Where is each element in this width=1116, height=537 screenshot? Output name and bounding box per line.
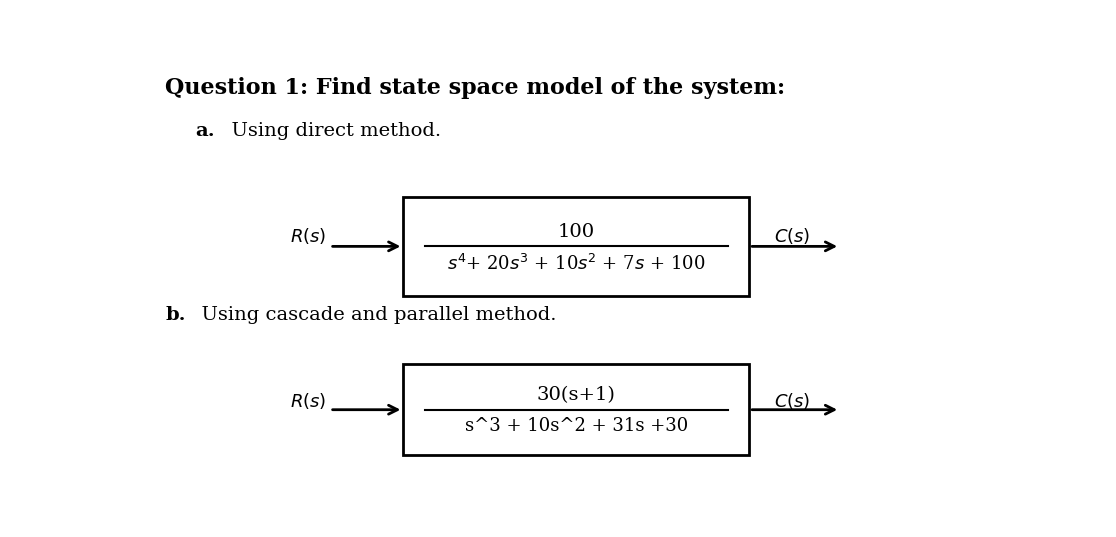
Text: b.: b. bbox=[165, 306, 186, 324]
Text: $R(s)$: $R(s)$ bbox=[290, 391, 326, 411]
Text: a.: a. bbox=[195, 122, 215, 140]
Text: $s^4$+ 20$s^3$ + 10$s^2$ + 7$s$ + 100: $s^4$+ 20$s^3$ + 10$s^2$ + 7$s$ + 100 bbox=[448, 254, 705, 274]
Text: $R(s)$: $R(s)$ bbox=[290, 226, 326, 246]
Text: s^3 + 10s^2 + 31s +30: s^3 + 10s^2 + 31s +30 bbox=[464, 417, 687, 435]
Bar bbox=[403, 364, 749, 455]
Bar bbox=[403, 197, 749, 296]
Text: Question 1: Find state space model of the system:: Question 1: Find state space model of th… bbox=[165, 77, 786, 99]
Text: Using direct method.: Using direct method. bbox=[219, 122, 441, 140]
Text: $C(s)$: $C(s)$ bbox=[775, 226, 810, 246]
Text: 100: 100 bbox=[558, 223, 595, 242]
Text: Using cascade and parallel method.: Using cascade and parallel method. bbox=[189, 306, 556, 324]
Text: $C(s)$: $C(s)$ bbox=[775, 391, 810, 411]
Text: 30(s+1): 30(s+1) bbox=[537, 386, 616, 404]
